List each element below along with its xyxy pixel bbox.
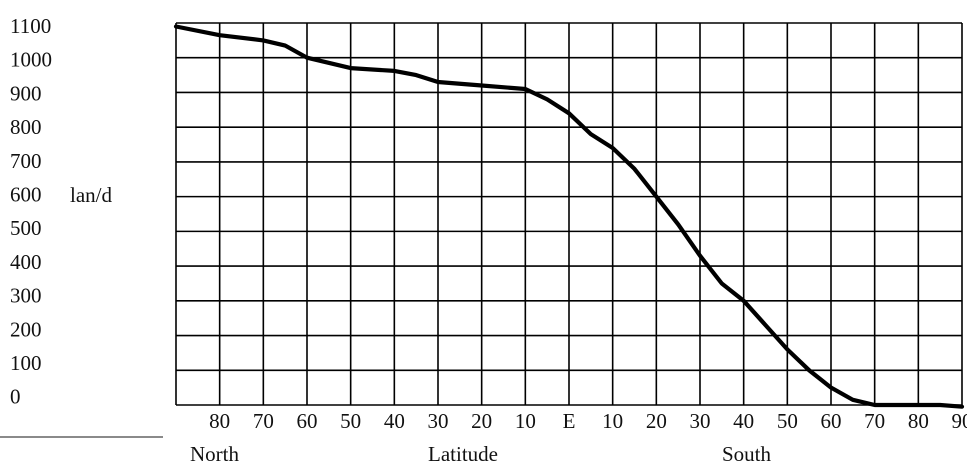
x-tick-label: 80 (908, 409, 929, 433)
series-point (393, 70, 396, 72)
series-point (677, 223, 679, 226)
series-point (852, 398, 854, 401)
y-tick-label: 800 (10, 115, 42, 139)
series-point (218, 34, 221, 36)
x-tick-label: 60 (297, 409, 318, 433)
x-tick-label: E (563, 409, 576, 433)
series-point (764, 324, 767, 326)
series-point (262, 39, 265, 42)
y-tick-label: 300 (10, 284, 42, 308)
y-tick-label: 400 (10, 250, 42, 274)
x-axis-label: Latitude (428, 442, 498, 466)
x-tick-label: 20 (471, 409, 492, 433)
series-point (895, 404, 898, 406)
y-tick-label: 1000 (10, 48, 52, 72)
x-tick-label: 30 (690, 409, 711, 433)
x-tick-label: 80 (209, 409, 230, 433)
series-point (590, 133, 592, 135)
x-tick-label: 60 (821, 409, 842, 433)
series-point (655, 195, 658, 198)
series-point (721, 282, 723, 285)
series-point (917, 404, 920, 406)
chart-grid (175, 22, 963, 406)
y-tick-label: 200 (10, 317, 42, 341)
x-tick-label: 50 (340, 409, 361, 433)
x-tick-label: 70 (253, 409, 274, 433)
x-tick-label: 90 (952, 409, 967, 433)
series-point (306, 56, 308, 59)
series-point (546, 98, 548, 101)
series-points (175, 25, 963, 408)
series-point (568, 112, 570, 115)
y-tick-label: 900 (10, 81, 42, 105)
x-tick-label: 50 (777, 409, 798, 433)
x-tick-label: 30 (428, 409, 449, 433)
x-tick-label: 20 (646, 409, 667, 433)
series-point (786, 348, 789, 351)
series-point (873, 404, 876, 406)
x-tick-label: 70 (864, 409, 885, 433)
series-point (830, 386, 832, 389)
y-tick-label: 1100 (10, 14, 51, 38)
series-point (480, 84, 483, 87)
series-point (939, 404, 941, 406)
series-point (415, 74, 417, 76)
series-point (524, 88, 527, 90)
series-point (633, 168, 636, 170)
north-label: North (190, 442, 239, 466)
series-point (284, 44, 286, 47)
south-label: South (722, 442, 772, 466)
y-tick-label: 100 (10, 351, 42, 375)
series-point (699, 254, 701, 257)
series-point (961, 405, 963, 408)
x-tick-label: 10 (515, 409, 536, 433)
y-tick-label: 500 (10, 216, 42, 240)
series-point (611, 147, 614, 149)
y-tick-label: 600 (10, 183, 42, 207)
series-point (742, 300, 745, 302)
x-tick-labels: 80 70 60 50 40 30 20 10 E 10 20 30 40 50 60 70 80 90 (209, 409, 967, 433)
x-tick-label: 40 (384, 409, 405, 433)
y-tick-label: 700 (10, 149, 42, 173)
series-point (808, 369, 810, 372)
x-tick-label: 10 (602, 409, 623, 433)
series-point (437, 81, 439, 83)
x-tick-label: 40 (733, 409, 754, 433)
series-point (349, 67, 352, 69)
y-axis-label: lan/d (70, 183, 112, 207)
y-tick-label: 0 (10, 385, 21, 409)
series-point (175, 25, 177, 28)
